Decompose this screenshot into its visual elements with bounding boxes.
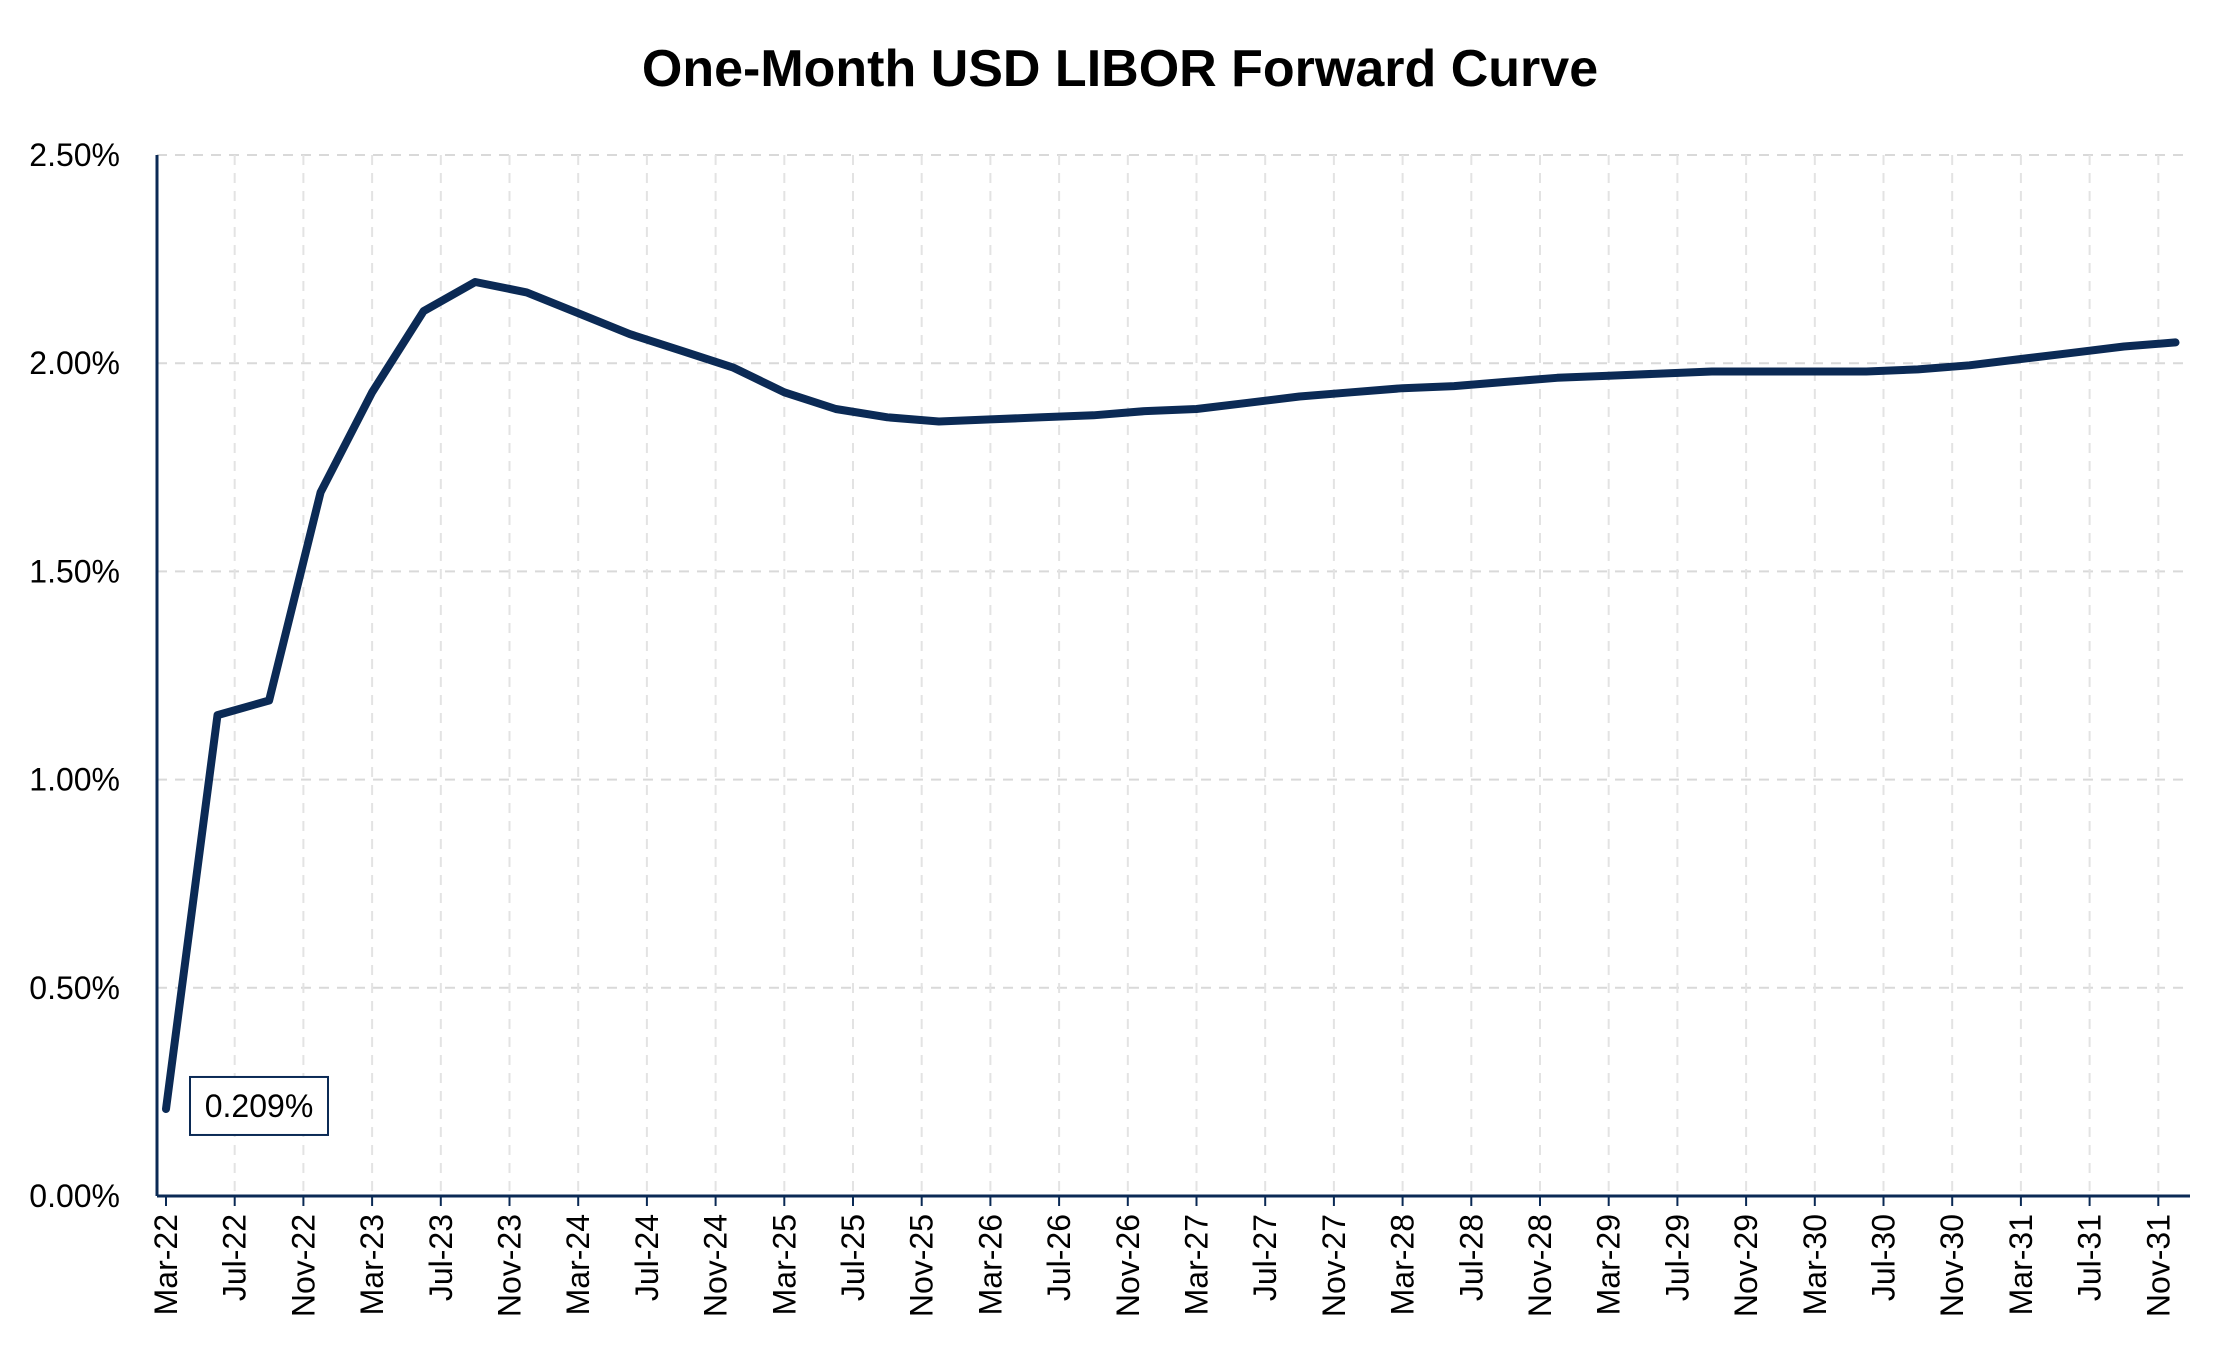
y-tick-label: 2.50% xyxy=(29,137,120,173)
data-point xyxy=(2068,349,2076,357)
series-layer xyxy=(162,278,2180,1113)
data-point xyxy=(780,388,788,396)
x-tick-label: Nov-24 xyxy=(698,1214,734,1317)
x-tick-label: Mar-24 xyxy=(560,1214,596,1315)
data-point xyxy=(214,711,222,719)
annotation-box xyxy=(189,1075,329,1136)
data-point xyxy=(1347,388,1355,396)
data-point xyxy=(574,309,582,317)
y-tick-label: 1.50% xyxy=(29,553,120,589)
data-point xyxy=(1038,413,1046,421)
y-tick-label: 2.00% xyxy=(29,345,120,381)
data-point xyxy=(1399,384,1407,392)
grid xyxy=(157,154,2190,1196)
data-point xyxy=(1244,399,1252,407)
series-line xyxy=(162,278,2180,1113)
data-point xyxy=(2171,338,2179,346)
data-point xyxy=(1965,361,1973,369)
x-tick-label: Nov-31 xyxy=(2140,1214,2176,1317)
x-tick-label: Jul-30 xyxy=(1866,1214,1902,1301)
x-tick-label: Mar-27 xyxy=(1179,1214,1215,1315)
y-tick-label: 1.00% xyxy=(29,762,120,798)
x-tick-label: Nov-30 xyxy=(1934,1214,1970,1317)
data-point xyxy=(1759,368,1767,376)
x-tick-label: Nov-22 xyxy=(285,1214,321,1317)
y-tick-label: 0.00% xyxy=(29,1178,120,1214)
data-point xyxy=(1089,411,1097,419)
x-tick-label: Jul-25 xyxy=(835,1214,871,1301)
data-point xyxy=(883,413,891,421)
x-tick-label: Mar-23 xyxy=(354,1214,390,1315)
x-tick-label: Nov-28 xyxy=(1522,1214,1558,1317)
data-point xyxy=(162,1105,170,1113)
data-point xyxy=(2017,355,2025,363)
x-tick-label: Jul-31 xyxy=(2072,1214,2108,1301)
chart-title: One-Month USD LIBOR Forward Curve xyxy=(642,40,1598,98)
y-tick-label: 0.50% xyxy=(29,970,120,1006)
data-point xyxy=(626,330,634,338)
data-point xyxy=(1708,368,1716,376)
x-tick-label: Jul-22 xyxy=(217,1214,253,1301)
axes xyxy=(155,155,2190,1198)
x-tick-label: Mar-29 xyxy=(1591,1214,1627,1315)
annotation: 0.209% xyxy=(189,1075,329,1136)
data-point xyxy=(1862,368,1870,376)
x-tick-label: Nov-23 xyxy=(492,1214,528,1317)
x-tick-label: Jul-26 xyxy=(1041,1214,1077,1301)
x-tick-label: Nov-26 xyxy=(1110,1214,1146,1317)
x-tick-label: Jul-23 xyxy=(423,1214,459,1301)
x-tick-label: Mar-25 xyxy=(766,1214,802,1315)
data-point xyxy=(677,347,685,355)
data-point xyxy=(1605,372,1613,380)
x-tick-label: Mar-30 xyxy=(1797,1214,1833,1315)
data-point xyxy=(935,417,943,425)
data-point xyxy=(1914,365,1922,373)
data-point xyxy=(1296,393,1304,401)
x-tick-label: Jul-28 xyxy=(1453,1214,1489,1301)
data-point xyxy=(1193,405,1201,413)
data-point xyxy=(2120,343,2128,351)
data-point xyxy=(986,415,994,423)
x-tick-label: Mar-28 xyxy=(1385,1214,1421,1315)
data-point xyxy=(729,363,737,371)
data-point xyxy=(1553,374,1561,382)
x-tick-label: Nov-25 xyxy=(904,1214,940,1317)
data-point xyxy=(523,288,531,296)
data-point xyxy=(1811,368,1819,376)
data-point xyxy=(317,488,325,496)
x-tick-label: Nov-29 xyxy=(1728,1214,1764,1317)
data-point xyxy=(832,405,840,413)
data-point xyxy=(265,696,273,704)
data-point xyxy=(1502,378,1510,386)
data-point xyxy=(420,307,428,315)
x-tick-label: Nov-27 xyxy=(1316,1214,1352,1317)
x-tick-label: Mar-26 xyxy=(972,1214,1008,1315)
data-point xyxy=(368,388,376,396)
annotation-label: 0.209% xyxy=(205,1088,314,1124)
y-axis-ticks: 0.00% 0.50% 1.00% 1.50% 2.00% 2.50% xyxy=(29,137,120,1214)
x-tick-label: Mar-22 xyxy=(148,1214,184,1315)
x-axis-ticks: Mar-22 Jul-22 Nov-22 Mar-23 Jul-23 Nov-23 Mar-… xyxy=(148,1196,2176,1317)
x-tick-label: Jul-24 xyxy=(629,1214,665,1301)
x-tick-label: Jul-27 xyxy=(1247,1214,1283,1301)
data-point xyxy=(1656,370,1664,378)
data-point xyxy=(471,278,479,286)
x-tick-label: Mar-31 xyxy=(2003,1214,2039,1315)
data-point xyxy=(1141,407,1149,415)
data-point xyxy=(1450,382,1458,390)
x-tick-label: Jul-29 xyxy=(1659,1214,1695,1301)
